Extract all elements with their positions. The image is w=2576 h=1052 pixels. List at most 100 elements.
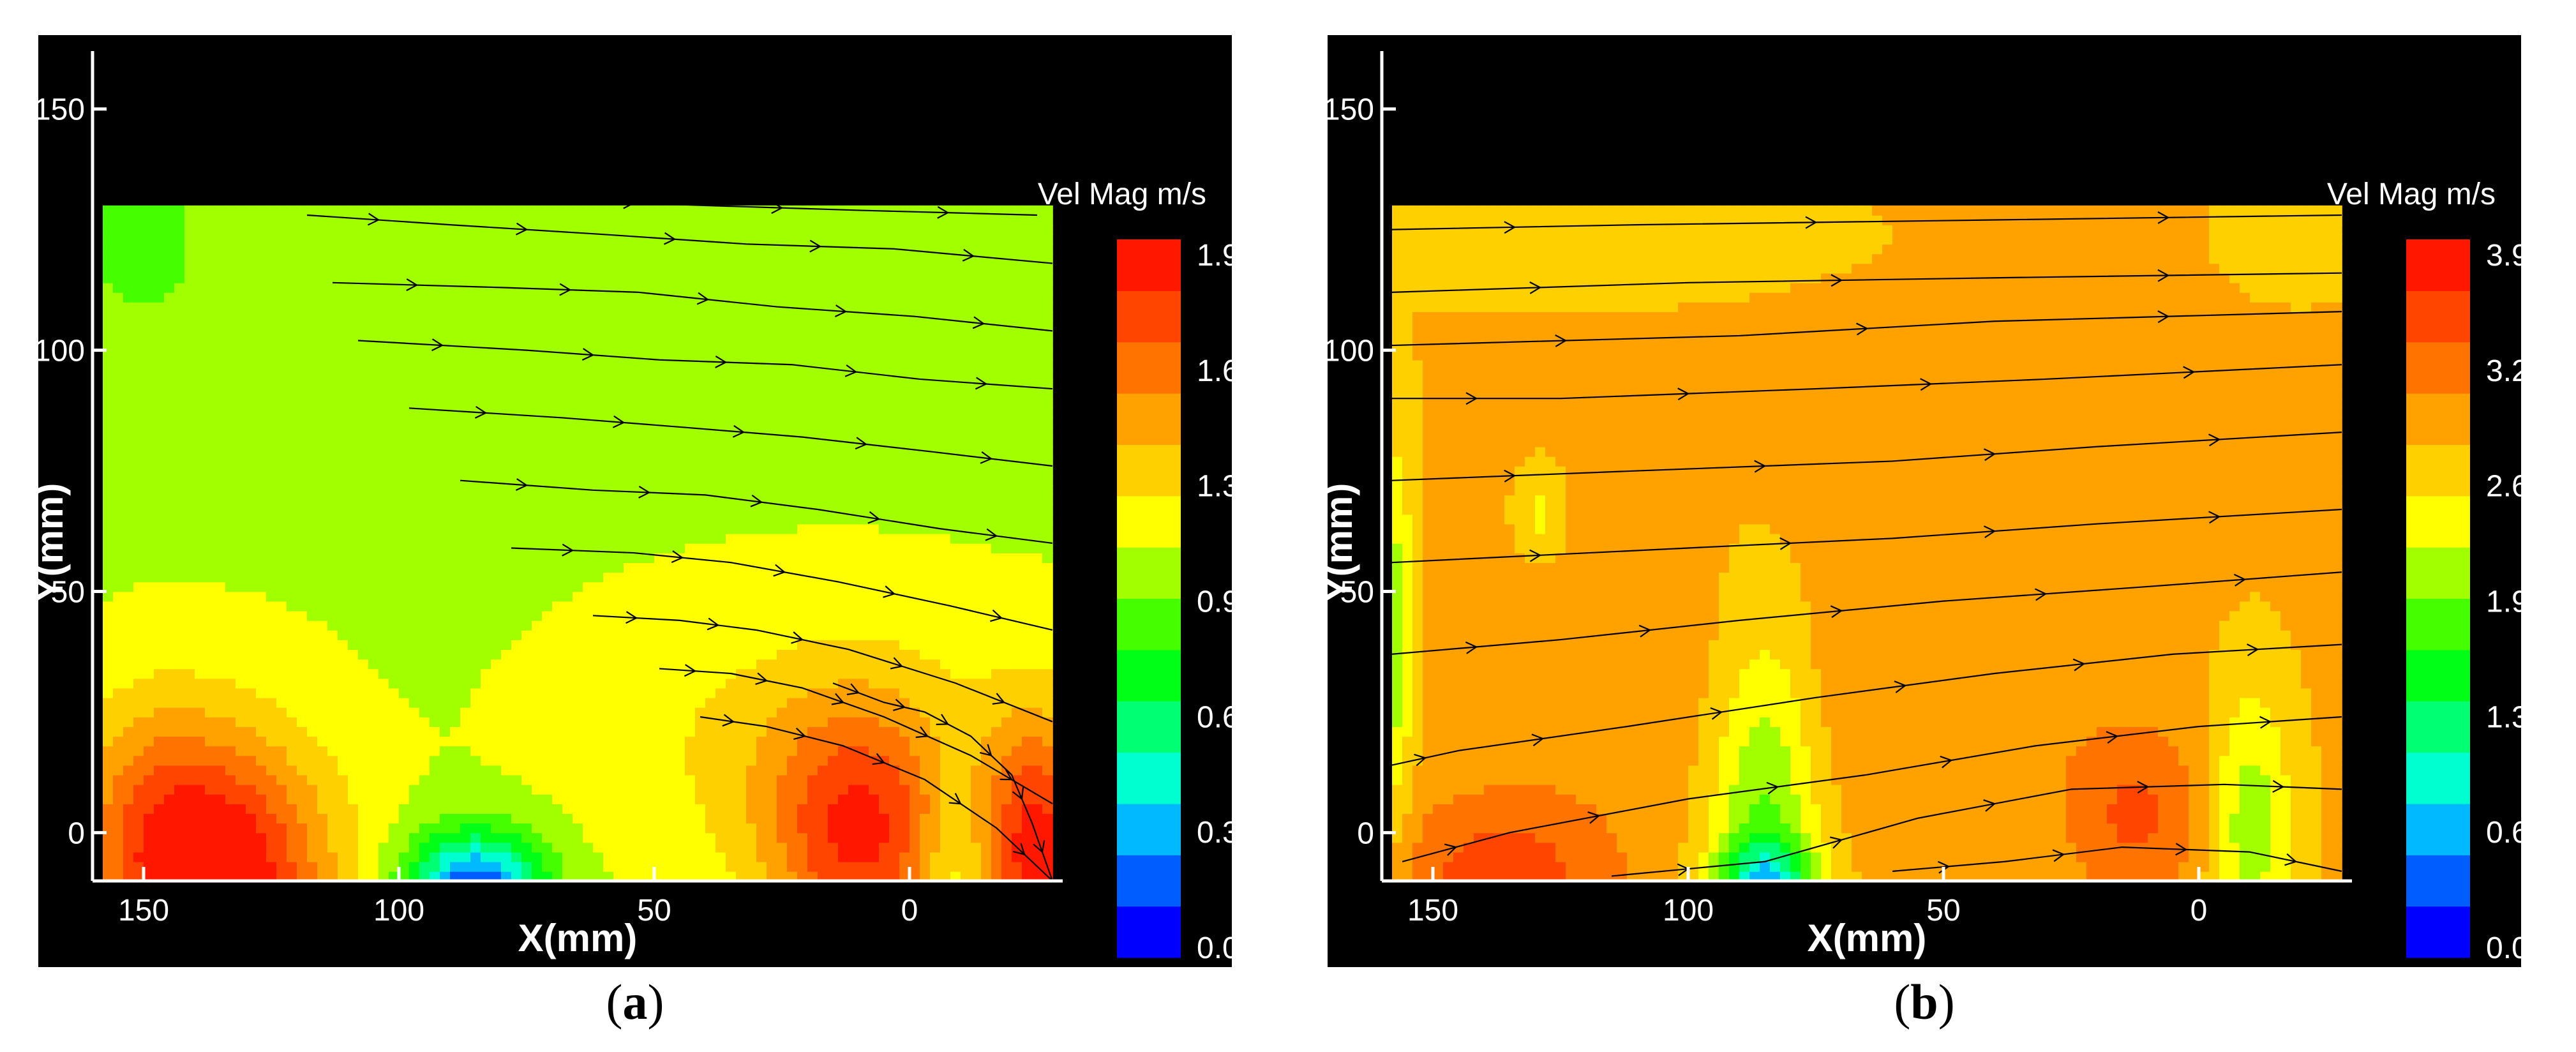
contour-cell: [338, 523, 348, 534]
contour-cell: [695, 282, 706, 293]
contour-cell: [348, 504, 359, 515]
contour-cell: [256, 793, 267, 804]
contour-cell: [287, 485, 297, 496]
contour-cell: [409, 205, 420, 216]
contour-cell: [593, 321, 604, 332]
contour-cell: [787, 446, 798, 457]
contour-cell: [133, 717, 144, 727]
contour-cell: [256, 668, 267, 679]
contour-cell: [787, 437, 798, 447]
contour-cell: [297, 774, 308, 785]
contour-cell: [613, 389, 624, 399]
contour-cell: [287, 331, 297, 342]
contour-cell: [613, 668, 624, 679]
contour-cell: [205, 852, 216, 862]
contour-cell: [368, 244, 379, 255]
contour-cell: [317, 253, 328, 264]
contour-cell: [501, 523, 512, 534]
contour-cell: [807, 485, 818, 496]
contour-cell: [767, 389, 777, 399]
contour-cell: [113, 572, 124, 583]
contour-cell: [767, 649, 777, 660]
contour-cell: [532, 389, 543, 399]
contour-cell: [767, 476, 777, 486]
contour-cell: [593, 784, 604, 795]
contour-cell: [154, 244, 165, 255]
contour-cell: [767, 620, 777, 631]
contour-cell: [174, 533, 185, 544]
contour-cell: [573, 417, 583, 428]
contour-cell: [307, 273, 318, 283]
contour-cell: [266, 321, 277, 332]
contour-cell: [154, 466, 165, 476]
contour-cell: [154, 610, 165, 621]
contour-cell: [644, 755, 655, 766]
contour-cell: [246, 446, 257, 457]
contour-cell: [511, 697, 522, 708]
contour-cell: [144, 476, 154, 486]
contour-cell: [664, 629, 675, 640]
contour-cell: [715, 427, 726, 438]
contour-cell: [685, 736, 696, 747]
contour-cell: [389, 697, 400, 708]
contour-cell: [246, 726, 257, 737]
contour-cell: [654, 359, 665, 370]
contour-cell: [746, 591, 757, 602]
contour-cell: [348, 225, 359, 236]
contour-cell: [276, 755, 287, 766]
contour-cell: [532, 331, 543, 342]
contour-cell: [317, 736, 328, 747]
contour-cell: [358, 205, 369, 216]
contour-cell: [501, 398, 512, 409]
contour-cell: [715, 225, 726, 236]
contour-cell: [685, 649, 696, 660]
contour-cell: [440, 629, 451, 640]
contour-cell: [583, 205, 594, 216]
contour-cell: [644, 263, 655, 274]
contour-cell: [164, 804, 175, 814]
contour-cell: [603, 476, 614, 486]
contour-cell: [419, 369, 430, 380]
contour-cell: [532, 717, 543, 727]
contour-cell: [205, 582, 216, 592]
contour-cell: [399, 871, 410, 882]
contour-cell: [521, 359, 532, 370]
contour-cell: [542, 466, 553, 476]
contour-cell: [287, 832, 297, 843]
contour-cell: [787, 523, 798, 534]
contour-cell: [818, 871, 828, 882]
contour-cell: [624, 340, 634, 351]
contour-cell: [511, 717, 522, 727]
contour-cell: [767, 350, 777, 361]
contour-cell: [389, 823, 400, 834]
contour-cell: [705, 697, 716, 708]
contour-cell: [746, 620, 757, 631]
contour-cell: [307, 466, 318, 476]
contour-cell: [368, 832, 379, 843]
contour-cell: [736, 823, 747, 834]
contour-cell: [317, 629, 328, 640]
contour-cell: [266, 697, 277, 708]
contour-cell: [624, 214, 634, 225]
contour-cell: [624, 629, 634, 640]
contour-cell: [583, 437, 594, 447]
contour-cell: [297, 804, 308, 814]
contour-cell: [613, 359, 624, 370]
contour-cell: [736, 842, 747, 853]
contour-cell: [511, 302, 522, 312]
contour-cell: [246, 282, 257, 293]
contour-cell: [624, 273, 634, 283]
contour-cell: [634, 697, 645, 708]
contour-cell: [297, 871, 308, 882]
contour-cell: [430, 273, 440, 283]
contour-cell: [307, 427, 318, 438]
contour-cell: [644, 369, 655, 380]
contour-cell: [767, 755, 777, 766]
contour-cell: [583, 601, 594, 612]
contour-cell: [624, 726, 634, 737]
contour-cell: [419, 321, 430, 332]
contour-cell: [450, 793, 461, 804]
contour-cell: [470, 495, 481, 506]
contour-cell: [236, 292, 246, 303]
contour-cell: [562, 205, 573, 216]
